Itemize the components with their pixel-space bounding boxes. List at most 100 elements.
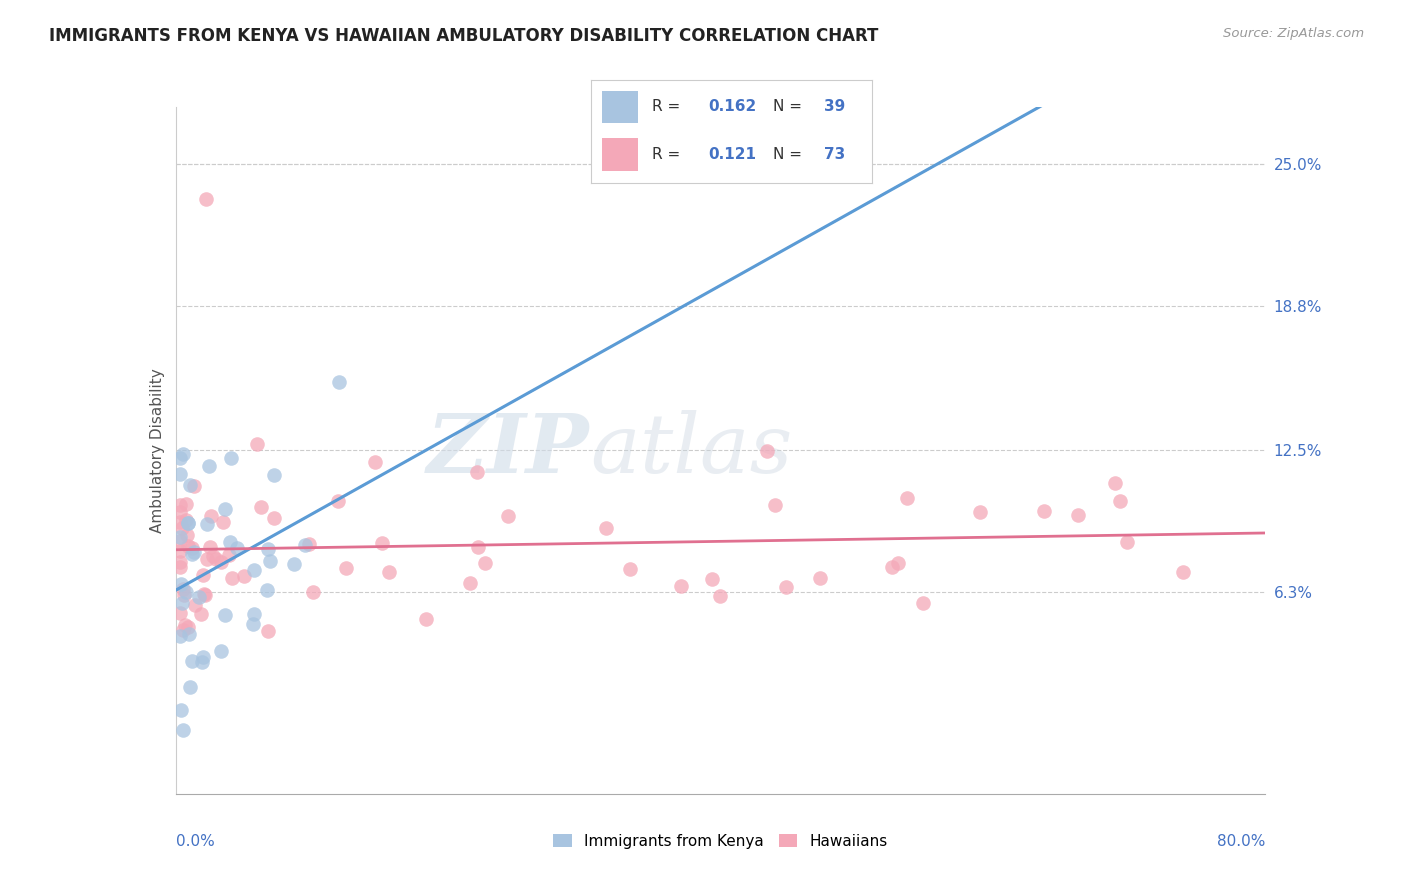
- Point: [169, 534, 191, 549]
- Point: [242, 607, 264, 621]
- Point: [183, 544, 205, 558]
- Point: [1104, 476, 1126, 491]
- Point: [1115, 535, 1137, 549]
- Point: [214, 501, 236, 516]
- Point: [219, 534, 242, 549]
- Point: [700, 572, 723, 586]
- Point: [191, 649, 214, 664]
- Point: [256, 624, 278, 639]
- Point: [755, 444, 778, 458]
- Text: 39: 39: [824, 99, 845, 114]
- Point: [808, 571, 831, 585]
- Point: [263, 511, 285, 525]
- Point: [257, 541, 280, 556]
- Point: [218, 549, 240, 563]
- Point: [364, 455, 387, 469]
- Point: [1033, 503, 1056, 517]
- Point: [595, 521, 617, 535]
- Y-axis label: Ambulatory Disability: Ambulatory Disability: [149, 368, 165, 533]
- Point: [172, 582, 194, 596]
- Point: [619, 562, 641, 576]
- Point: [232, 569, 254, 583]
- Point: [467, 540, 489, 554]
- Point: [188, 590, 211, 604]
- Point: [1171, 565, 1194, 579]
- Point: [297, 537, 319, 551]
- Point: [172, 596, 194, 610]
- Point: [169, 702, 191, 716]
- Point: [169, 629, 191, 643]
- Point: [259, 553, 281, 567]
- Point: [194, 588, 217, 602]
- Point: [896, 491, 918, 505]
- Point: [209, 555, 232, 569]
- Point: [328, 375, 350, 389]
- Point: [200, 508, 222, 523]
- Point: [415, 612, 437, 626]
- Point: [242, 563, 264, 577]
- Point: [669, 579, 692, 593]
- Point: [195, 552, 218, 566]
- Point: [371, 536, 394, 550]
- Point: [969, 505, 991, 519]
- Point: [198, 540, 221, 554]
- Point: [474, 556, 496, 570]
- Point: [179, 680, 201, 694]
- Point: [911, 596, 934, 610]
- Point: [174, 585, 197, 599]
- Point: [174, 513, 197, 527]
- Text: 80.0%: 80.0%: [1218, 834, 1265, 849]
- Point: [190, 607, 212, 621]
- Point: [169, 606, 191, 620]
- Point: [172, 723, 194, 737]
- Point: [460, 576, 482, 591]
- Text: R =: R =: [652, 146, 681, 161]
- Point: [169, 544, 191, 558]
- Point: [246, 437, 269, 451]
- Point: [1108, 493, 1130, 508]
- Legend: Immigrants from Kenya, Hawaiians: Immigrants from Kenya, Hawaiians: [547, 828, 894, 855]
- Point: [775, 580, 797, 594]
- Point: [709, 589, 731, 603]
- Point: [181, 547, 204, 561]
- Point: [176, 497, 198, 511]
- Point: [214, 607, 236, 622]
- Point: [219, 451, 242, 466]
- Point: [205, 552, 228, 566]
- Point: [212, 515, 235, 529]
- Point: [170, 576, 193, 591]
- Text: ZIP: ZIP: [427, 410, 591, 491]
- Point: [181, 541, 204, 556]
- Point: [209, 644, 232, 658]
- Point: [179, 626, 201, 640]
- Point: [763, 498, 786, 512]
- Point: [221, 570, 243, 584]
- Point: [177, 539, 200, 553]
- Text: N =: N =: [773, 99, 803, 114]
- Text: 0.162: 0.162: [709, 99, 756, 114]
- Point: [177, 516, 200, 531]
- Point: [180, 654, 202, 668]
- Point: [335, 560, 357, 574]
- Point: [176, 527, 198, 541]
- Point: [1067, 508, 1090, 522]
- Point: [198, 458, 221, 473]
- Text: 73: 73: [824, 146, 845, 161]
- Point: [263, 467, 285, 482]
- Point: [256, 583, 278, 598]
- Point: [242, 616, 264, 631]
- Point: [193, 587, 215, 601]
- Point: [169, 451, 191, 466]
- Point: [887, 556, 910, 570]
- Point: [191, 568, 214, 582]
- Point: [177, 620, 200, 634]
- Point: [294, 537, 316, 551]
- Point: [191, 655, 214, 669]
- Bar: [602, 91, 638, 123]
- Point: [194, 192, 217, 206]
- Point: [184, 599, 207, 613]
- Point: [169, 498, 191, 512]
- Point: [169, 505, 191, 519]
- Point: [169, 530, 191, 544]
- Point: [465, 465, 488, 479]
